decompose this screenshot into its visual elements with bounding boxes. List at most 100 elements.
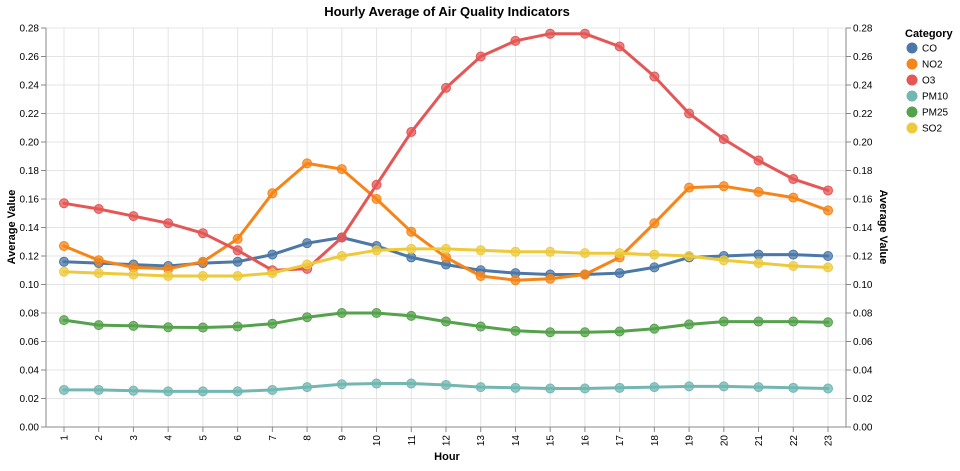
data-point-pm25	[163, 322, 174, 333]
data-point-pm10	[302, 382, 313, 393]
x-tick-label: 1	[60, 435, 71, 441]
y-tick-label-right: 0.00	[853, 423, 873, 434]
legend-item-o3: O3	[906, 74, 936, 87]
data-point-so2	[59, 266, 69, 277]
x-tick-label: 14	[511, 435, 522, 447]
data-point-no2	[197, 256, 208, 267]
data-point-no2	[753, 186, 764, 197]
data-point-o3	[614, 41, 625, 52]
data-point-no2	[684, 182, 695, 193]
data-point-pm25	[753, 316, 764, 327]
x-tick-label: 13	[476, 435, 487, 447]
data-point-co	[59, 256, 69, 267]
data-point-so2	[823, 262, 833, 273]
data-point-no2	[579, 269, 590, 280]
legend-swatch-pm25	[906, 106, 918, 118]
data-point-pm10	[753, 382, 764, 393]
data-point-o3	[753, 155, 764, 166]
data-point-pm10	[510, 382, 521, 393]
data-point-o3	[788, 174, 799, 185]
data-point-pm10	[336, 379, 347, 390]
data-point-so2	[684, 251, 695, 261]
data-point-no2	[93, 255, 104, 266]
x-tick-label: 12	[442, 435, 453, 447]
legend-title: Category	[905, 28, 954, 40]
x-tick-label: 4	[164, 435, 175, 441]
data-point-o3	[93, 203, 104, 214]
data-point-co	[823, 251, 833, 261]
data-point-pm25	[510, 325, 521, 336]
data-point-no2	[788, 192, 799, 203]
legend-swatch-co	[906, 42, 918, 54]
data-point-no2	[336, 164, 347, 175]
x-tick-label: 18	[650, 435, 661, 447]
data-point-pm25	[232, 321, 243, 332]
legend-item-pm25: PM25	[906, 106, 949, 119]
data-point-pm10	[788, 382, 799, 393]
y-tick-label-right: 0.04	[853, 366, 873, 377]
data-point-pm10	[475, 382, 486, 393]
data-point-pm25	[475, 321, 486, 332]
data-point-pm25	[197, 322, 208, 333]
y-tick-label-right: 0.18	[853, 166, 873, 177]
y-axis-title-right: Average Value	[877, 190, 889, 265]
y-tick-label-left: 0.02	[20, 394, 40, 405]
data-point-co	[614, 268, 625, 279]
y-tick-label-right: 0.24	[853, 81, 873, 92]
y-tick-label-left: 0.28	[20, 24, 40, 35]
data-point-so2	[788, 260, 799, 271]
y-tick-label-right: 0.12	[853, 252, 873, 263]
data-point-o3	[475, 51, 486, 62]
y-tick-label-left: 0.26	[20, 52, 40, 63]
data-point-o3	[336, 232, 347, 243]
chart-title: Hourly Average of Air Quality Indicators	[324, 4, 570, 19]
y-tick-label-left: 0.14	[20, 223, 40, 234]
data-point-pm25	[823, 317, 833, 328]
data-point-pm25	[267, 318, 278, 329]
data-point-pm25	[406, 310, 417, 321]
x-tick-label: 17	[615, 435, 626, 447]
data-point-pm10	[823, 383, 833, 394]
x-tick-label: 8	[303, 435, 314, 441]
legend-swatch-o3	[906, 74, 918, 86]
data-point-no2	[718, 181, 729, 192]
data-point-pm25	[684, 319, 695, 330]
data-point-pm10	[197, 386, 208, 397]
x-tick-label: 15	[546, 435, 557, 447]
data-point-pm25	[614, 326, 625, 337]
legend-label-o3: O3	[922, 76, 936, 87]
data-point-so2	[232, 270, 243, 281]
data-point-no2	[823, 205, 833, 216]
x-tick-label: 11	[407, 435, 418, 446]
data-point-so2	[128, 269, 139, 280]
data-point-o3	[197, 228, 208, 239]
data-point-so2	[93, 268, 104, 279]
x-tick-label: 19	[685, 435, 696, 447]
data-point-so2	[649, 249, 660, 260]
data-point-pm25	[59, 315, 69, 326]
data-point-pm10	[718, 381, 729, 392]
data-point-pm10	[406, 378, 417, 389]
data-point-pm10	[579, 383, 590, 394]
y-tick-label-left: 0.24	[20, 81, 40, 92]
y-tick-label-right: 0.02	[853, 394, 873, 405]
y-tick-label-right: 0.14	[853, 223, 873, 234]
y-tick-label-left: 0.22	[20, 109, 40, 120]
data-point-so2	[197, 270, 208, 281]
y-tick-label-left: 0.00	[20, 423, 40, 434]
legend-swatch-no2	[906, 58, 918, 70]
legend-item-so2: SO2	[906, 122, 942, 135]
x-tick-label: 10	[372, 435, 383, 447]
data-point-o3	[371, 179, 382, 190]
x-tick-label: 22	[789, 435, 800, 447]
data-point-o3	[510, 35, 521, 46]
axes: 0.00 0.00 0.02 0.02 0.04 0.04 0.06 0.06 0.08 0.08…	[20, 24, 873, 447]
data-point-o3	[441, 82, 451, 93]
data-point-pm10	[614, 382, 625, 393]
data-point-pm25	[649, 323, 660, 334]
x-tick-label: 2	[94, 435, 105, 441]
legend-swatch-pm10	[906, 90, 918, 102]
data-point-co	[232, 256, 243, 267]
data-point-no2	[59, 241, 69, 252]
